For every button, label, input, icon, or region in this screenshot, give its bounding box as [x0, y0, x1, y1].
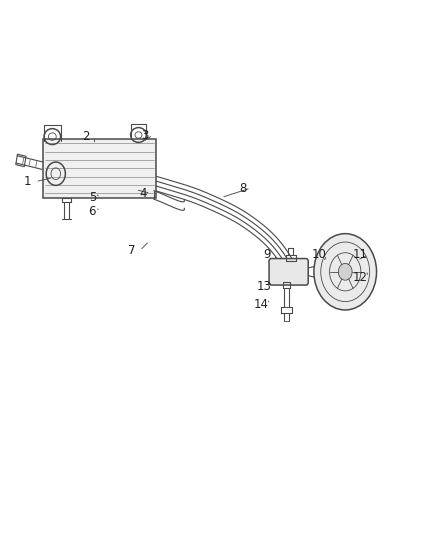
Text: 2: 2: [82, 130, 90, 143]
Text: 3: 3: [141, 128, 148, 141]
Text: 4: 4: [139, 187, 147, 200]
Text: 5: 5: [89, 191, 96, 204]
Text: 11: 11: [353, 248, 368, 261]
Text: 7: 7: [128, 244, 136, 257]
Circle shape: [314, 233, 377, 310]
Text: 12: 12: [353, 271, 368, 284]
Text: 6: 6: [88, 205, 95, 219]
Text: 8: 8: [239, 182, 247, 195]
Circle shape: [338, 263, 352, 280]
Text: 10: 10: [312, 248, 327, 261]
Text: 14: 14: [254, 298, 269, 311]
Text: 1: 1: [24, 175, 31, 188]
FancyBboxPatch shape: [43, 139, 156, 198]
Text: 13: 13: [256, 280, 271, 293]
Text: 9: 9: [263, 248, 271, 261]
FancyBboxPatch shape: [269, 259, 308, 285]
